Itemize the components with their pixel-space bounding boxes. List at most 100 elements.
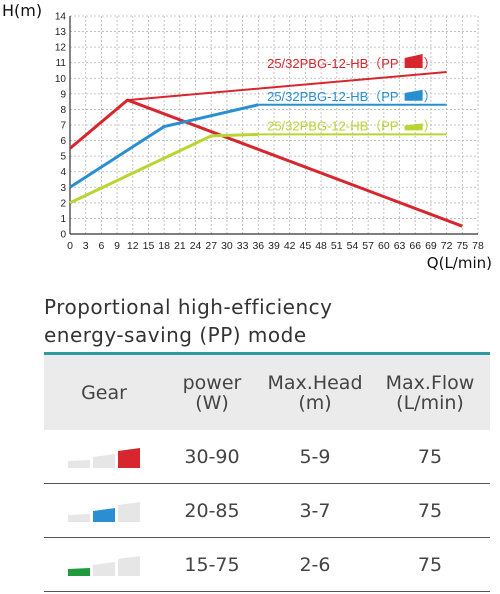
header-max-flow: Max.Flow (L/min): [385, 371, 475, 414]
x-tick-label: 45: [300, 240, 312, 252]
gear-table: Gear power (W) Max.Head (m) Max.Flow (L/…: [44, 355, 490, 592]
x-tick-label: 72: [441, 240, 453, 252]
flow-cell: 75: [370, 483, 490, 538]
series-1: [69, 103, 447, 189]
gear-step: [118, 501, 140, 522]
chart-series: [69, 71, 463, 228]
y-tick-label: 12: [55, 43, 67, 54]
gear-cell: [44, 430, 164, 484]
gear-1-icon: [68, 555, 140, 576]
x-tick-label: 15: [143, 240, 155, 252]
legend-gear-icon: [404, 89, 423, 101]
x-tick-label: 48: [315, 240, 327, 252]
title-divider: [44, 352, 490, 355]
legend-suffix: ）: [424, 56, 437, 71]
y-tick-label: 7: [60, 121, 66, 132]
series-line: [69, 103, 259, 189]
series-envelope-line: [127, 71, 447, 102]
mode-title-line1: Proportional high-efficiency: [44, 295, 333, 319]
y-tick-label: 6: [60, 136, 66, 147]
series-0: [69, 71, 463, 228]
y-tick-label: 11: [56, 58, 67, 69]
x-tick-label: 51: [331, 240, 343, 252]
y-axis-label: H(m): [2, 1, 42, 20]
legend-item-2: 25/32PBG-12-HB（PP ）: [267, 118, 437, 133]
header-gear: Gear: [81, 381, 127, 404]
power-cell: 30-90: [164, 430, 260, 484]
x-tick-label: 39: [268, 240, 280, 252]
x-tick-label: 9: [114, 240, 120, 252]
x-tick-label: 30: [221, 240, 233, 252]
table-row: 30-90 5-9 75: [44, 430, 490, 484]
x-tick-label: 78: [472, 240, 484, 252]
x-tick-label: 6: [98, 240, 104, 252]
x-tick-label: 3: [83, 240, 89, 252]
table-row: 15-75 2-6 75: [44, 537, 490, 592]
x-tick-label: 12: [127, 240, 139, 252]
legend-suffix: ）: [424, 89, 437, 104]
gear-step: [68, 459, 90, 468]
series-line: [69, 132, 259, 205]
table-row: 20-85 3-7 75: [44, 483, 490, 538]
pump-curve-chart: 0 3 6 9 12 15 18 21 24 27 30 33 36 39 42 45 48 51 54 57 60 63…: [2, 1, 492, 272]
gear-step-active: [93, 507, 115, 522]
y-tick-label: 9: [60, 89, 66, 100]
gear-step: [118, 555, 140, 576]
y-tick-label: 1: [60, 214, 66, 225]
y-tick-label: 8: [60, 105, 66, 116]
legend-gear-icon: [404, 123, 423, 131]
x-tick-label: 66: [409, 240, 421, 252]
legend-label: 25/32PBG-12-HB（PP: [267, 56, 399, 71]
legend-label: 25/32PBG-12-HB（PP: [267, 118, 399, 133]
head-cell: 5-9: [260, 430, 370, 484]
y-tick-label: 0: [60, 230, 66, 241]
x-tick-label: 24: [190, 240, 202, 252]
mode-title-line2: energy-saving (PP) mode: [44, 323, 307, 347]
x-tick-label: 21: [174, 240, 186, 252]
x-tick-label: 18: [158, 240, 170, 252]
gear-step-active: [118, 447, 140, 468]
x-tick-label: 63: [394, 240, 406, 252]
gear-step-active: [68, 567, 90, 576]
x-axis-label: Q(L/min): [427, 254, 492, 272]
gear-step: [93, 453, 115, 468]
header-power: power (W): [182, 371, 242, 414]
x-tick-label: 75: [456, 240, 468, 252]
flow-cell: 75: [370, 537, 490, 592]
legend-item-0: 25/32PBG-12-HB（PP ）: [267, 54, 437, 71]
head-cell: 2-6: [260, 537, 370, 592]
x-tick-label: 69: [425, 240, 437, 252]
legend-label: 25/32PBG-12-HB（PP: [267, 89, 399, 104]
y-tick-label: 3: [60, 183, 66, 194]
chart-ticks: 0 3 6 9 12 15 18 21 24 27 30 33 36 39 42 45 48 51 54 57 60 63…: [55, 12, 484, 253]
x-tick-label: 57: [362, 240, 374, 252]
legend-gear-icon: [404, 54, 423, 69]
power-cell: 15-75: [164, 537, 260, 592]
x-tick-label: 33: [237, 240, 249, 252]
x-tick-label: 42: [284, 240, 296, 252]
chart-legend: 25/32PBG-12-HB（PP ）25/32PBG-12-HB（PP ）25/3…: [267, 54, 437, 133]
y-tick-label: 14: [55, 12, 67, 23]
y-tick-label: 10: [55, 74, 67, 85]
gear-cell: [44, 483, 164, 538]
y-tick-label: 2: [60, 198, 66, 209]
power-cell: 20-85: [164, 483, 260, 538]
flow-cell: 75: [370, 430, 490, 484]
x-tick-label: 0: [67, 240, 73, 252]
legend-item-1: 25/32PBG-12-HB（PP ）: [267, 89, 437, 104]
gear-step: [68, 513, 90, 522]
series-2: [69, 132, 447, 205]
x-tick-label: 60: [378, 240, 390, 252]
y-tick-label: 13: [55, 27, 67, 38]
gear-2-icon: [68, 501, 140, 522]
legend-suffix: ）: [424, 118, 437, 133]
head-cell: 3-7: [260, 483, 370, 538]
header-max-head: Max.Head (m): [267, 371, 363, 414]
gear-step: [93, 561, 115, 576]
x-tick-label: 36: [252, 240, 264, 252]
y-tick-label: 4: [60, 167, 66, 178]
x-tick-label: 27: [205, 240, 217, 252]
gear-3-icon: [68, 447, 140, 468]
x-tick-label: 54: [347, 240, 359, 252]
gear-cell: [44, 537, 164, 592]
